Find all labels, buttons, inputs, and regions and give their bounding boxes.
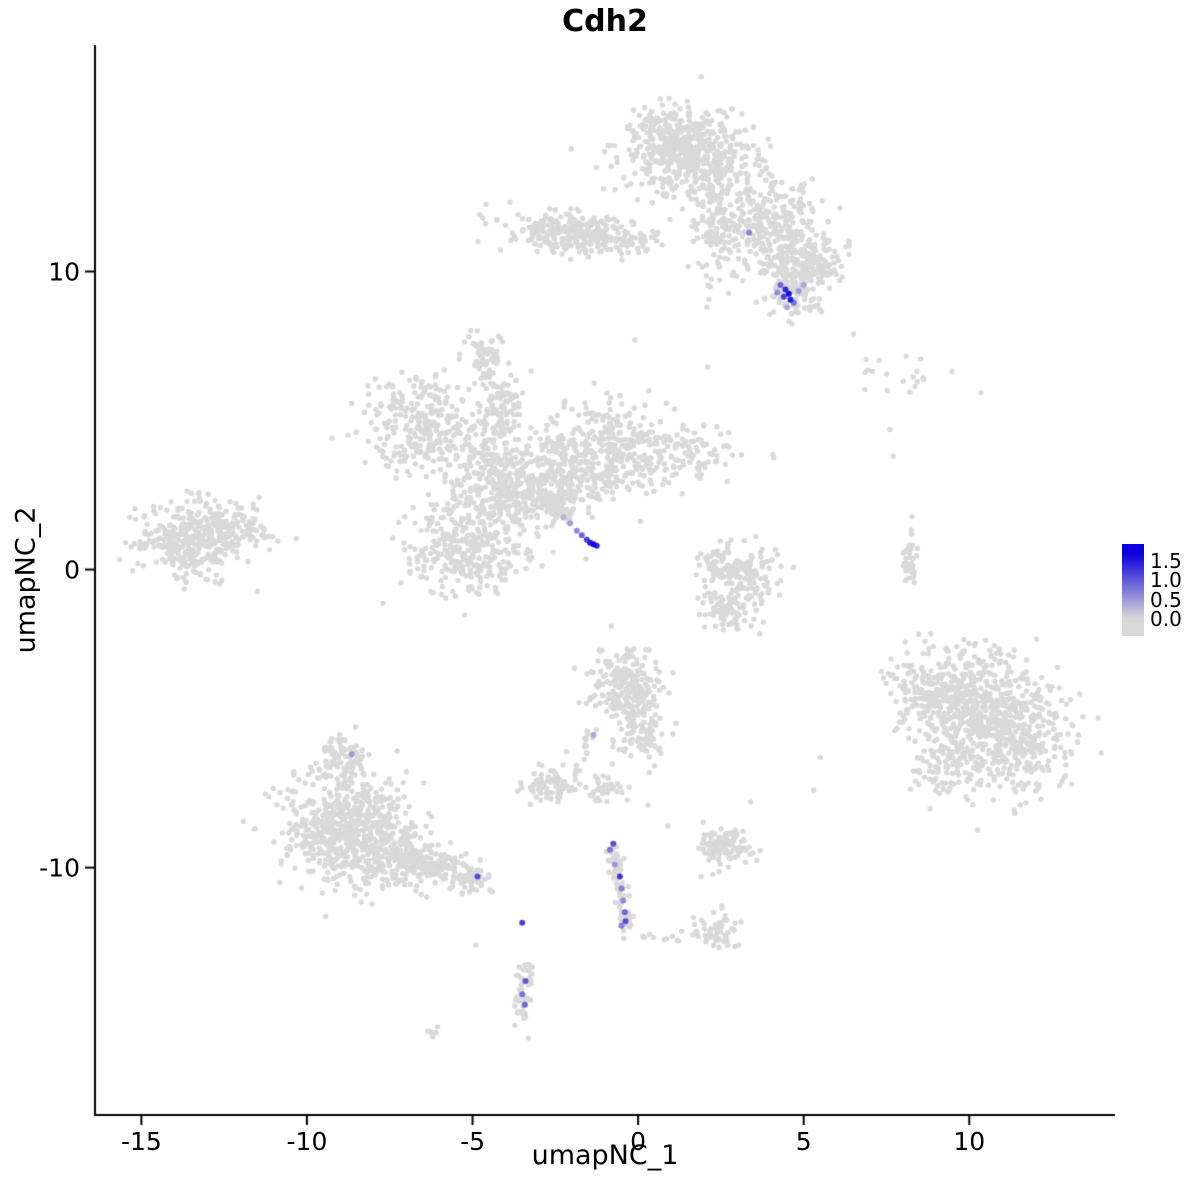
x-tick-label: 0	[630, 1127, 647, 1156]
x-tick-label: -5	[460, 1127, 485, 1156]
legend: 1.5 1.0 0.5 0.0	[1120, 540, 1200, 644]
y-tick-label: -10	[39, 853, 80, 883]
legend-tick-label: 1.0	[1150, 568, 1182, 593]
x-tick-label: -15	[120, 1127, 162, 1156]
x-tick-label: -10	[286, 1127, 328, 1156]
plot-title: Cdh2	[562, 4, 648, 39]
legend-gradient-bar	[1122, 544, 1144, 636]
y-tick-label: 0	[64, 555, 80, 585]
legend-tick-label: 0.0	[1150, 606, 1182, 631]
y-tick-label: 10	[48, 257, 80, 287]
x-axis-label: umapNC_1	[531, 1140, 679, 1171]
x-tick-label: 10	[953, 1127, 986, 1156]
legend-tick-label: 1.5	[1150, 549, 1182, 574]
x-tick-label: 5	[795, 1127, 812, 1156]
legend-tick-label: 0.5	[1150, 587, 1182, 612]
